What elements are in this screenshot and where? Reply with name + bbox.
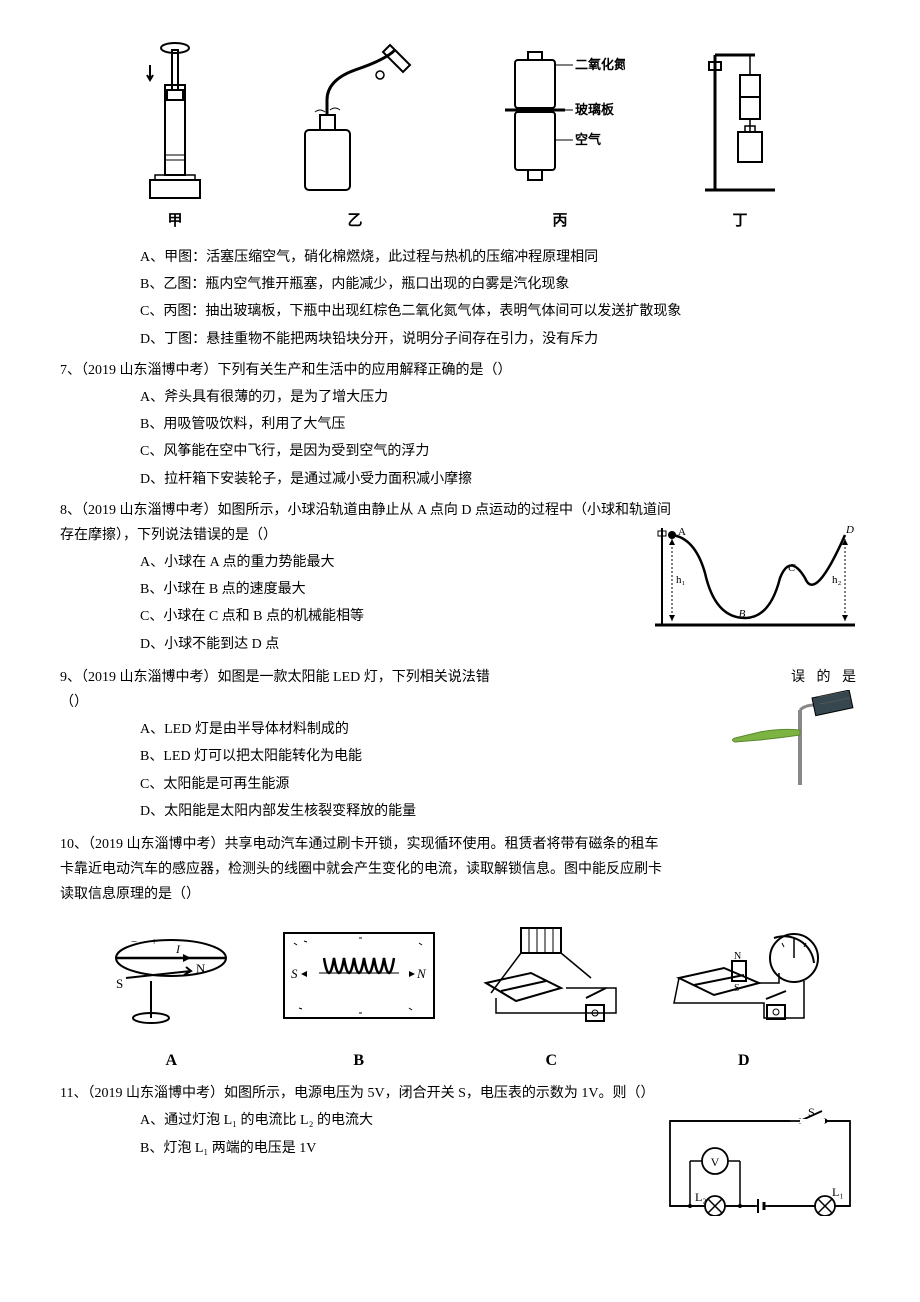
q8-option-a: A、小球在 A 点的重力势能最大 (140, 550, 640, 575)
q10-label-d: D (738, 1047, 750, 1076)
q9-options: A、LED 灯是由半导体材料制成的 B、LED 灯可以把太阳能转化为电能 C、太… (140, 717, 710, 824)
q6-options: A、甲图：活塞压缩空气，硝化棉燃烧，此过程与热机的压缩冲程原理相同 B、乙图：瓶… (140, 245, 860, 352)
svg-text:h₁: h₁ (676, 574, 686, 586)
q8-option-d: D、小球不能到达 D 点 (140, 632, 640, 657)
gas-diffusion-diagram: 二氧化氮 玻璃板 空气 (495, 40, 625, 200)
q7-stem: 7、（2019 山东淄博中考）下列有关生产和生活中的应用解释正确的是（） (60, 358, 860, 383)
induction-diagram: N S (664, 923, 824, 1033)
svg-text:N: N (416, 966, 427, 981)
q9-option-a: A、LED 灯是由半导体材料制成的 (140, 717, 710, 742)
q6-option-c: C、丙图：抽出玻璃板，下瓶中出现红棕色二氧化氮气体，表明气体间可以发送扩散现象 (140, 299, 860, 324)
svg-text:h₂: h₂ (832, 574, 842, 586)
q10-fig-d: N S D (664, 923, 824, 1076)
q11: 11、（2019 山东淄博中考）如图所示，电源电压为 5V，闭合开关 S，电压表… (60, 1081, 860, 1216)
svg-text:C: C (788, 562, 796, 574)
circuit-diagram: S V L₂ L₁ (660, 1106, 860, 1216)
q6-option-d: D、丁图：悬挂重物不能把两块铅块分开，说明分子间存在引力，没有斥力 (140, 327, 860, 352)
q6-fig-bing: 二氧化氮 玻璃板 空气 丙 (495, 40, 625, 235)
q10-stem3: 读取信息原理的是（） (60, 882, 860, 907)
svg-text:空气: 空气 (575, 132, 601, 147)
fig-label-ding: 丁 (732, 208, 747, 235)
svg-text:−: − (131, 936, 137, 948)
oersted-diagram: − + I S N (96, 923, 246, 1033)
q8-options: A、小球在 A 点的重力势能最大 B、小球在 B 点的速度最大 C、小球在 C … (140, 550, 640, 657)
svg-text:I: I (175, 942, 181, 956)
svg-text:A: A (678, 526, 686, 538)
svg-text:B: B (739, 608, 746, 620)
q9-option-c: C、太阳能是可再生能源 (140, 772, 710, 797)
svg-text:N: N (734, 951, 741, 962)
solenoid-field-diagram: S N (279, 923, 439, 1033)
q10: 10、（2019 山东淄博中考）共享电动汽车通过刷卡开锁，实现循环使用。租赁者将… (60, 832, 860, 1075)
q6-option-b: B、乙图：瓶内空气推开瓶塞，内能减少，瓶口出现的白雾是汽化现象 (140, 272, 860, 297)
fig-label-yi: 乙 (347, 208, 362, 235)
q8: 8、（2019 山东淄博中考）如图所示，小球沿轨道由静止从 A 点向 D 点运动… (60, 498, 860, 659)
q7-option-c: C、风筝能在空中飞行，是因为受到空气的浮力 (140, 439, 860, 464)
svg-text:S: S (291, 966, 298, 981)
q10-fig-a: − + I S N A (96, 923, 246, 1076)
bottle-pump-diagram (285, 40, 425, 200)
q9-stem-tail: 误 的 是 (720, 665, 860, 690)
q10-label-a: A (165, 1047, 177, 1076)
fig-label-bing: 丙 (552, 208, 567, 235)
q8-stem2: 存在摩擦），下列说法错误的是（） (60, 523, 640, 548)
q11-stem: 11、（2019 山东淄博中考）如图所示，电源电压为 5V，闭合开关 S，电压表… (60, 1081, 860, 1106)
solar-led-lamp-diagram (720, 690, 860, 790)
q6-option-a: A、甲图：活塞压缩空气，硝化棉燃烧，此过程与热机的压缩冲程原理相同 (140, 245, 860, 270)
svg-text:L₁: L₁ (832, 1185, 844, 1199)
fig-label-jia: 甲 (167, 208, 182, 235)
q7-options: A、斧头具有很薄的刃，是为了增大压力 B、用吸管吸饮料，利用了大气压 C、风筝能… (140, 385, 860, 492)
q9-option-d: D、太阳能是太阳内部发生核裂变释放的能量 (140, 799, 710, 824)
svg-text:D: D (845, 524, 854, 536)
q7: 7、（2019 山东淄博中考）下列有关生产和生活中的应用解释正确的是（） A、斧… (60, 358, 860, 492)
svg-text:玻璃板: 玻璃板 (575, 102, 615, 117)
q10-figure-row: − + I S N A (80, 923, 840, 1076)
q10-label-b: B (353, 1047, 364, 1076)
q8-stem1: 8、（2019 山东淄博中考）如图所示，小球沿轨道由静止从 A 点向 D 点运动… (60, 498, 860, 523)
q11-option-b: B、灯泡 L₁ 两端的电压是 1V (140, 1136, 650, 1161)
track-diagram: A B C D h₁ h₂ (650, 523, 860, 633)
svg-text:+: + (151, 936, 157, 948)
q6-figure-row: 甲 乙 二氧化氮 玻璃板 空气 丙 (100, 40, 820, 235)
q9-stem2: （） (60, 690, 710, 715)
q10-fig-c: C (471, 923, 631, 1076)
svg-text:S: S (116, 976, 123, 991)
q8-option-c: C、小球在 C 点和 B 点的机械能相等 (140, 604, 640, 629)
svg-text:V: V (711, 1155, 720, 1169)
q6-fig-yi: 乙 (285, 40, 425, 235)
q6-fig-ding: 丁 (695, 40, 785, 235)
q6-fig-jia: 甲 (135, 40, 215, 235)
q7-option-a: A、斧头具有很薄的刃，是为了增大压力 (140, 385, 860, 410)
q9-stem1: 9、（2019 山东淄博中考）如图是一款太阳能 LED 灯，下列相关说法错 (60, 665, 710, 690)
piston-diagram (135, 40, 215, 200)
q9: 9、（2019 山东淄博中考）如图是一款太阳能 LED 灯，下列相关说法错 （）… (60, 665, 860, 826)
q10-label-c: C (545, 1047, 557, 1076)
q8-option-b: B、小球在 B 点的速度最大 (140, 577, 640, 602)
lead-blocks-diagram (695, 40, 785, 200)
svg-text:N: N (196, 961, 206, 976)
q7-option-b: B、用吸管吸饮料，利用了大气压 (140, 412, 860, 437)
svg-text:S: S (808, 1106, 815, 1119)
svg-text:二氧化氮: 二氧化氮 (575, 57, 625, 72)
q9-stem1-text: 9、（2019 山东淄博中考）如图是一款太阳能 LED 灯，下列相关说法错 (60, 670, 490, 685)
svg-text:S: S (734, 983, 740, 994)
q7-option-d: D、拉杆箱下安装轮子，是通过减小受力面积减小摩擦 (140, 467, 860, 492)
q9-option-b: B、LED 灯可以把太阳能转化为电能 (140, 744, 710, 769)
q11-options: A、通过灯泡 L₁ 的电流比 L₂ 的电流大 B、灯泡 L₁ 两端的电压是 1V (140, 1108, 650, 1160)
q10-fig-b: S N B (279, 923, 439, 1076)
motor-diagram (471, 923, 631, 1033)
q10-stem2: 卡靠近电动汽车的感应器，检测头的线圈中就会产生变化的电流，读取解锁信息。图中能反… (60, 857, 860, 882)
q11-option-a: A、通过灯泡 L₁ 的电流比 L₂ 的电流大 (140, 1108, 650, 1133)
q10-stem1: 10、（2019 山东淄博中考）共享电动汽车通过刷卡开锁，实现循环使用。租赁者将… (60, 832, 860, 857)
svg-text:L₂: L₂ (695, 1190, 707, 1204)
